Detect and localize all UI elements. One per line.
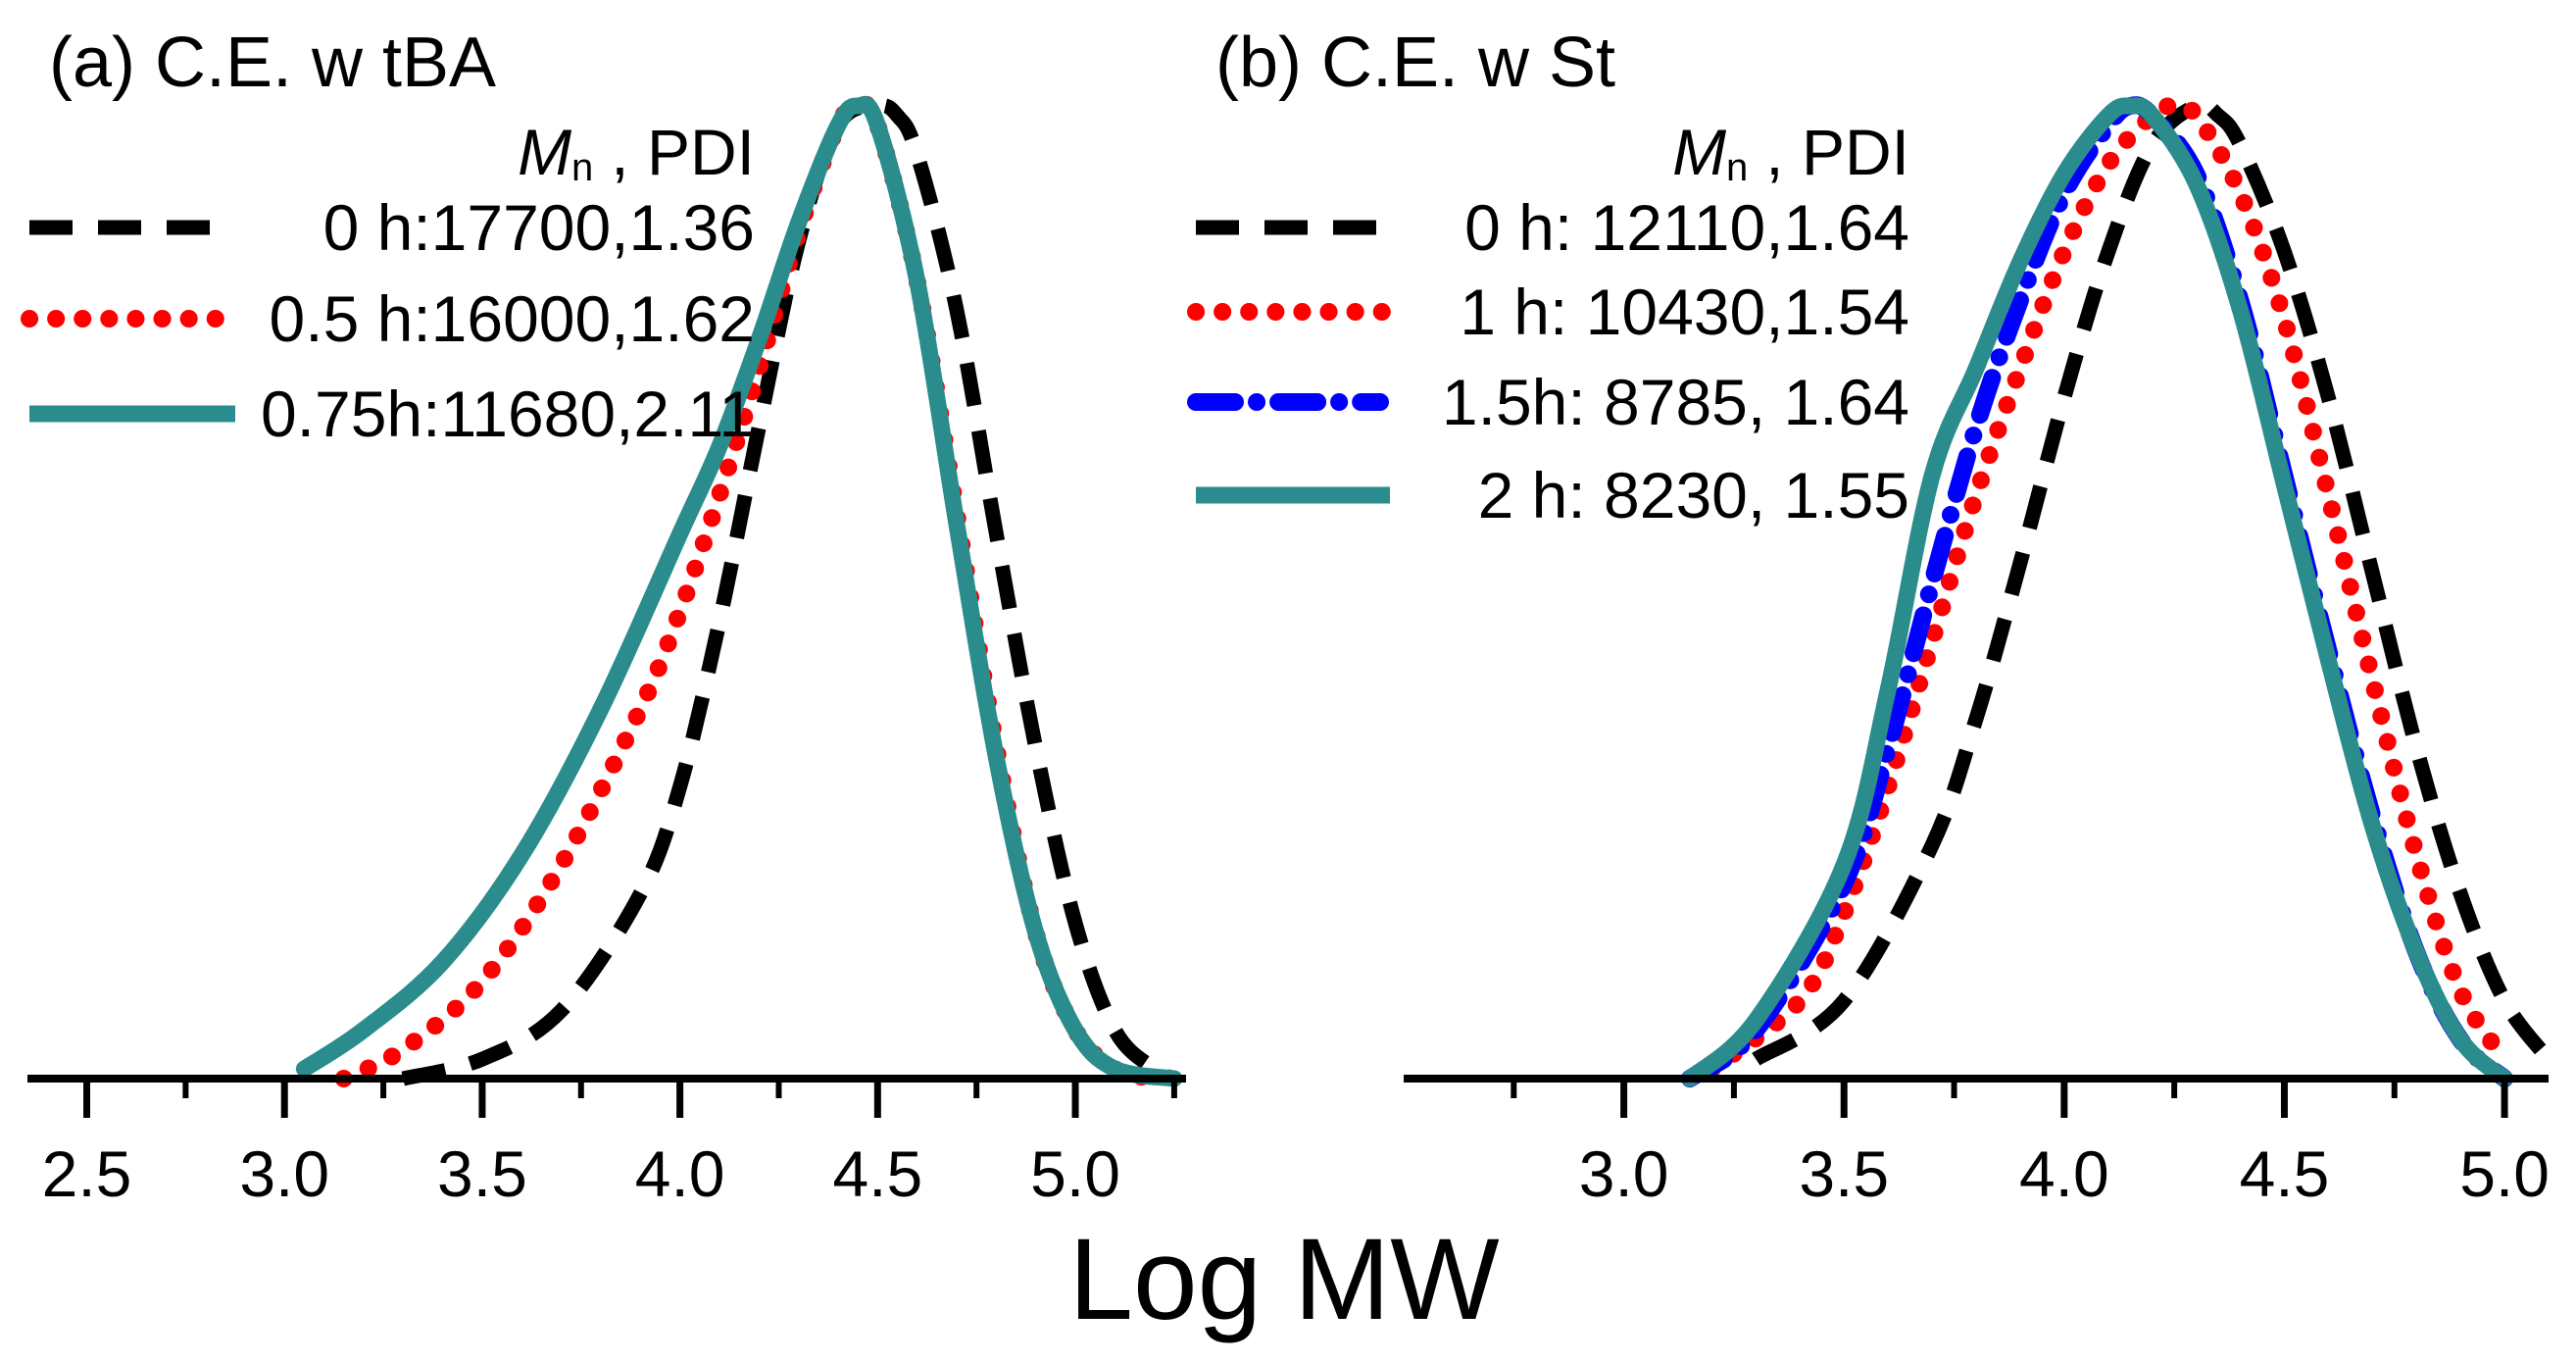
panel-a-legend-label-0: 0 h:17700,1.36 [323,191,755,264]
panel-b-tick-label: 3.0 [1579,1137,1669,1210]
panel-b-series-3-line [1681,97,2513,1087]
panel-b-ticks: 3.0 3.5 4.0 4.5 5.0 [1511,1079,2550,1210]
panel-b-tick-label: 4.5 [2240,1137,2330,1210]
panel-a-ticks: 2.5 3.0 3.5 4.0 4.5 5.0 [42,1079,1177,1210]
panel-b-legend-mn-symbol: M [1672,116,1726,188]
panel-b-legend-header: Mn , PDI [1672,116,1909,189]
panel-a-tick-label: 5.0 [1030,1137,1120,1210]
panel-a: (a) C.E. w tBA 2.5 3.0 3.5 4.0 4.5 5.0 Mn , PD… [21,24,1186,1210]
panel-a-legend-mn-symbol: M [518,116,571,188]
x-axis-label: Log MW [1068,1215,1499,1344]
panel-a-legend-mn-subscript: n [571,146,593,189]
panel-a-tick-label: 3.5 [437,1137,527,1210]
panel-b-legend-label-2: 1.5h: 8785, 1.64 [1442,366,1909,438]
panel-b-legend-mn-subscript: n [1726,146,1748,189]
panel-b-curves [1681,96,2554,1087]
panel-a-legend-label-1: 0.5 h:16000,1.62 [270,282,755,355]
panel-a-curves [295,95,1183,1087]
panel-a-series-0-line [401,98,1178,1086]
panel-a-legend: Mn, PDI 0 h:17700,1.36 0.5 h:16000,1.62 … [21,116,755,450]
panel-b-legend: Mn, PDI 0 h: 12110,1.64 1 h: 10430,1.54 … [1187,116,1909,531]
panel-b-tick-label: 4.0 [2019,1137,2109,1210]
panel-a-tick-label: 3.0 [239,1137,329,1210]
panel-b-legend-label-0: 0 h: 12110,1.64 [1464,191,1909,264]
panel-b-legend-header-rest: , PDI [1765,116,1909,188]
panel-a-tick-label: 2.5 [42,1137,132,1210]
panel-a-tick-label: 4.0 [635,1137,725,1210]
panel-b-series-0-line [1752,97,2554,1066]
panel-a-legend-label-2: 0.75h:11680,2.11 [261,378,755,450]
panel-b: (b) C.E. w St 3.0 3.5 4.0 4.5 5.0 Mn , PDI 0 … [1187,24,2554,1210]
panel-b-legend-label-3: 2 h: 8230, 1.55 [1478,459,1909,531]
panel-b-legend-label-1: 1 h: 10430,1.54 [1460,276,1909,348]
panel-a-tick-label: 4.5 [832,1137,922,1210]
panel-a-legend-header: Mn , PDI [518,116,755,189]
panel-b-title: (b) C.E. w St [1215,24,1615,102]
panel-a-legend-header-rest: , PDI [611,116,755,188]
panel-a-series-2-line [295,96,1183,1087]
panel-a-title: (a) C.E. w tBA [49,24,496,102]
panel-b-tick-label: 5.0 [2459,1137,2550,1210]
panel-b-tick-label: 3.5 [1799,1137,1889,1210]
